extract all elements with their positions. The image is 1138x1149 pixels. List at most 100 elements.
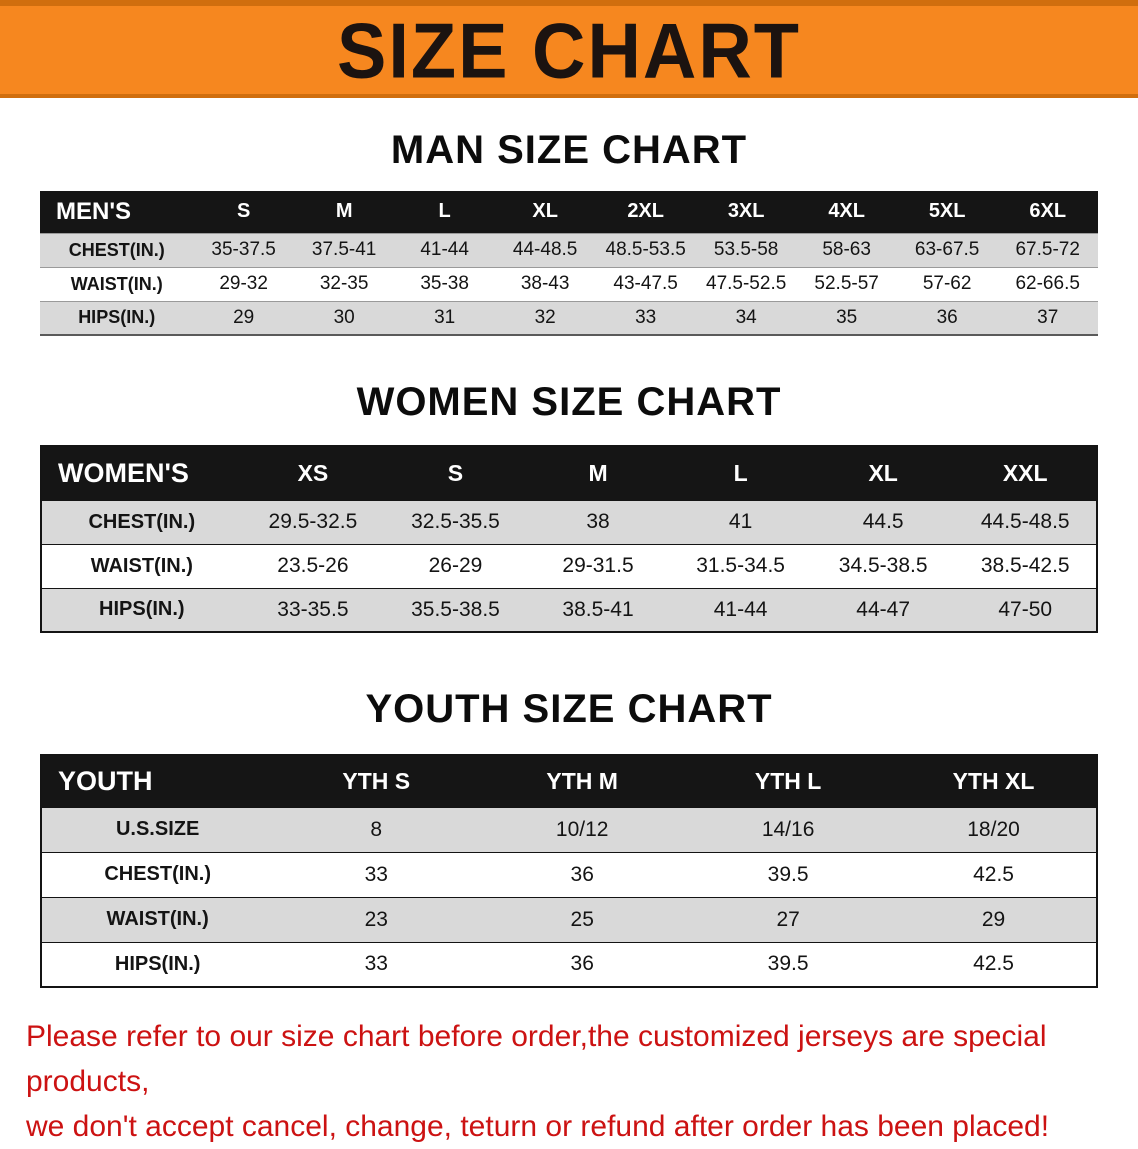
size-value: 58-63 <box>796 232 897 267</box>
size-value: 38.5-41 <box>526 587 670 632</box>
size-value: 29-31.5 <box>526 543 670 588</box>
size-value: 35 <box>796 300 897 335</box>
men-size-column-header: S <box>193 191 294 233</box>
youth-size-column-header: YTH XL <box>891 755 1097 807</box>
size-value: 43-47.5 <box>595 266 696 301</box>
size-value: 18/20 <box>891 806 1097 852</box>
size-value: 37.5-41 <box>293 232 395 267</box>
size-value: 39.5 <box>685 851 892 897</box>
men-size-column-header: M <box>293 191 395 233</box>
size-value: 53.5-58 <box>695 232 797 267</box>
size-value: 10/12 <box>479 806 686 852</box>
size-value: 44.5 <box>811 499 955 544</box>
youth-size-table: YOUTH YTH S YTH M YTH L YTH XL U.S.SIZE 8 10/12… <box>40 754 1098 988</box>
size-value: 44-48.5 <box>494 232 596 267</box>
size-value: 39.5 <box>685 941 892 987</box>
size-value: 62-66.5 <box>997 266 1098 301</box>
youth-size-column-header: YTH M <box>479 755 686 807</box>
men-size-section: MAN SIZE CHART MEN'S S M L XL 2XL 3XL 4XL 5XL 6XL C… <box>0 128 1138 336</box>
size-value: 27 <box>685 896 892 942</box>
women-size-column-header: S <box>384 446 527 500</box>
men-size-column-header: XL <box>494 191 596 233</box>
men-size-column-header: 2XL <box>595 191 696 233</box>
size-value: 23.5-26 <box>241 543 385 588</box>
size-value: 38-43 <box>494 266 596 301</box>
row-label: HIPS(IN.) <box>40 300 194 335</box>
youth-header-row: YOUTH YTH S YTH M YTH L YTH XL <box>41 755 1097 807</box>
footer-line-1: Please refer to our size chart before or… <box>26 1020 1047 1098</box>
row-label: WAIST(IN.) <box>41 896 274 942</box>
women-size-column-header: XL <box>811 446 955 500</box>
size-value: 44-47 <box>811 587 955 632</box>
size-value: 14/16 <box>685 806 892 852</box>
size-value: 23 <box>273 896 480 942</box>
row-label: WAIST(IN.) <box>41 543 242 588</box>
size-value: 33 <box>595 300 696 335</box>
men-table-row: CHEST(IN.) 35-37.5 37.5-41 41-44 44-48.5 48.5… <box>40 232 1098 267</box>
men-size-column-header: L <box>394 191 495 233</box>
size-value: 63-67.5 <box>896 232 998 267</box>
youth-table-row: HIPS(IN.) 33 36 39.5 42.5 <box>41 941 1097 987</box>
size-value: 37 <box>997 300 1098 335</box>
size-chart-sections: MAN SIZE CHART MEN'S S M L XL 2XL 3XL 4XL 5XL 6XL C… <box>0 128 1138 988</box>
size-value: 34.5-38.5 <box>811 543 955 588</box>
women-size-table: WOMEN'S XS S M L XL XXL CHEST(IN.) 29.5-32.5 32.5… <box>40 445 1098 633</box>
men-size-column-header: 6XL <box>997 191 1098 233</box>
size-value: 25 <box>479 896 686 942</box>
size-value: 44.5-48.5 <box>954 499 1097 544</box>
size-value: 38.5-42.5 <box>954 543 1097 588</box>
size-value: 29 <box>193 300 294 335</box>
size-value: 42.5 <box>891 941 1097 987</box>
row-label: CHEST(IN.) <box>41 851 274 897</box>
size-value: 32-35 <box>293 266 395 301</box>
row-label: U.S.SIZE <box>41 806 274 852</box>
women-table-row: HIPS(IN.) 33-35.5 35.5-38.5 38.5-41 41-44 44-… <box>41 587 1097 632</box>
row-label: HIPS(IN.) <box>41 941 274 987</box>
size-value: 36 <box>479 851 686 897</box>
women-size-column-header: XS <box>241 446 385 500</box>
size-value: 35.5-38.5 <box>384 587 527 632</box>
women-header-row: WOMEN'S XS S M L XL XXL <box>41 446 1097 500</box>
size-value: 33 <box>273 941 480 987</box>
men-table-row: HIPS(IN.) 29 30 31 32 33 34 35 36 37 <box>40 300 1098 335</box>
row-label: CHEST(IN.) <box>40 232 194 267</box>
size-value: 47-50 <box>954 587 1097 632</box>
size-value: 41 <box>669 499 812 544</box>
size-value: 36 <box>896 300 998 335</box>
women-section-heading: WOMEN SIZE CHART <box>356 380 782 424</box>
men-size-table: MEN'S S M L XL 2XL 3XL 4XL 5XL 6XL CHEST(IN.) 35-37… <box>40 191 1098 336</box>
women-table-title: WOMEN'S <box>41 446 242 500</box>
size-value: 48.5-53.5 <box>595 232 696 267</box>
youth-section-heading: YOUTH SIZE CHART <box>365 687 773 731</box>
size-value: 35-37.5 <box>193 232 294 267</box>
size-value: 32.5-35.5 <box>384 499 527 544</box>
size-value: 31 <box>394 300 495 335</box>
size-value: 36 <box>479 941 686 987</box>
size-value: 29 <box>891 896 1097 942</box>
men-section-heading: MAN SIZE CHART <box>390 128 748 172</box>
youth-size-section: YOUTH SIZE CHART YOUTH YTH S YTH M YTH L YTH … <box>0 687 1138 988</box>
size-value: 29-32 <box>193 266 294 301</box>
men-table-title: MEN'S <box>40 191 194 233</box>
size-value: 41-44 <box>669 587 812 632</box>
youth-table-row: WAIST(IN.) 23 25 27 29 <box>41 896 1097 942</box>
size-value: 32 <box>494 300 596 335</box>
youth-size-column-header: YTH L <box>685 755 892 807</box>
banner-title: SIZE CHART <box>337 6 801 94</box>
youth-table-row: CHEST(IN.) 33 36 39.5 42.5 <box>41 851 1097 897</box>
men-table-row: WAIST(IN.) 29-32 32-35 35-38 38-43 43-47.5 47.… <box>40 266 1098 301</box>
row-label: WAIST(IN.) <box>40 266 194 301</box>
size-value: 30 <box>293 300 395 335</box>
size-value: 29.5-32.5 <box>241 499 385 544</box>
men-header-row: MEN'S S M L XL 2XL 3XL 4XL 5XL 6XL <box>40 191 1098 233</box>
men-size-column-header: 4XL <box>796 191 897 233</box>
size-value: 8 <box>273 806 480 852</box>
women-table-row: WAIST(IN.) 23.5-26 26-29 29-31.5 31.5-34.5 34… <box>41 543 1097 588</box>
size-chart-banner: SIZE CHART <box>0 0 1138 98</box>
size-value: 33 <box>273 851 480 897</box>
youth-table-row: U.S.SIZE 8 10/12 14/16 18/20 <box>41 806 1097 852</box>
women-table-row: CHEST(IN.) 29.5-32.5 32.5-35.5 38 41 44.5 44.5… <box>41 499 1097 544</box>
men-size-column-header: 5XL <box>896 191 998 233</box>
size-value: 34 <box>695 300 797 335</box>
women-size-section: WOMEN SIZE CHART WOMEN'S XS S M L XL XXL CHEST(I… <box>0 380 1138 633</box>
